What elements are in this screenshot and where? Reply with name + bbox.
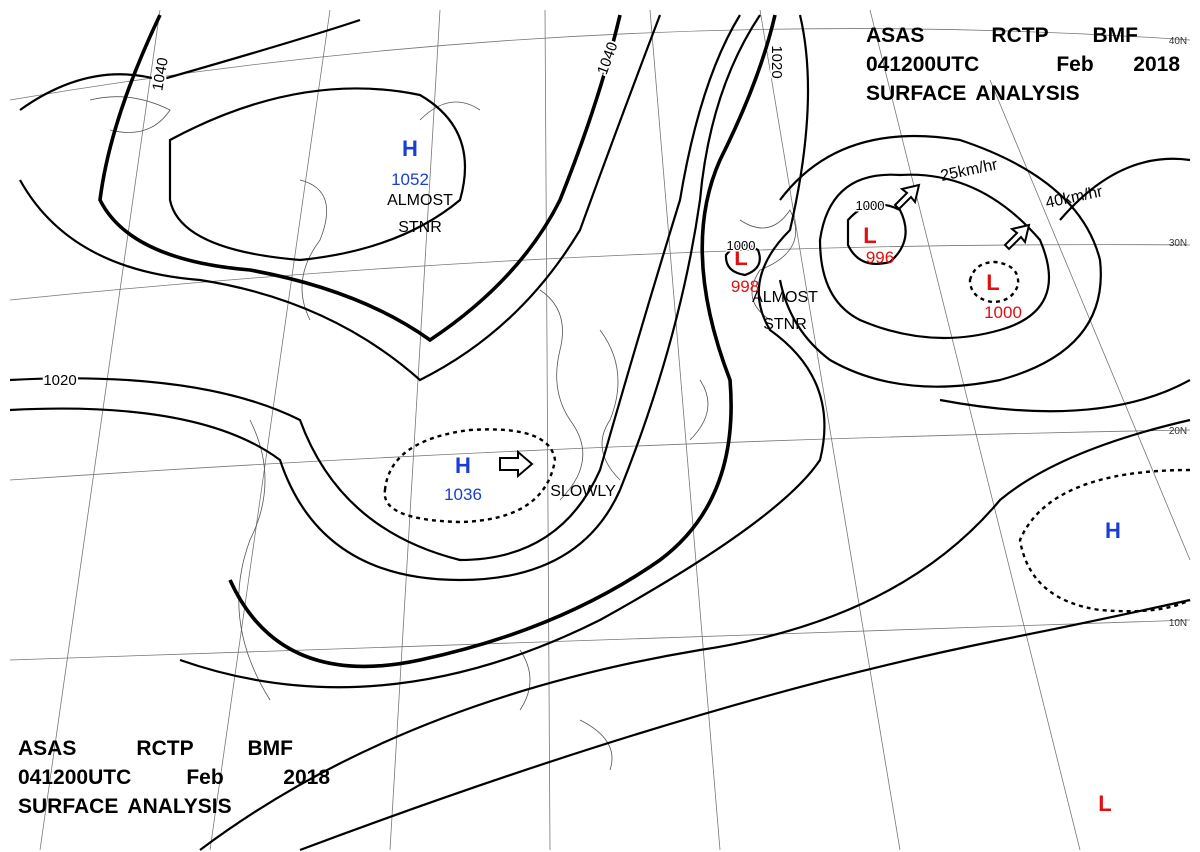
header-text: ASAS: [18, 737, 76, 760]
header-text: SURFACE ANALYSIS: [18, 795, 232, 818]
movement-speed: SLOWLY: [550, 483, 616, 500]
latitude-label: 40N: [1169, 36, 1187, 47]
header-text: RCTP: [991, 24, 1048, 47]
pressure-symbol: H: [1105, 518, 1121, 543]
latitude-label: 20N: [1169, 426, 1187, 437]
pressure-value: 996: [866, 248, 894, 267]
movement-note: ALMOST: [752, 289, 818, 306]
header-text: Feb: [1056, 53, 1093, 76]
graticule: [9, 9, 1191, 851]
header-text: RCTP: [136, 737, 193, 760]
header-text: BMF: [248, 737, 294, 760]
pressure-symbol: L: [863, 223, 876, 248]
pressure-symbol: L: [734, 245, 747, 270]
pressure-symbol: H: [455, 453, 471, 478]
header-text: ASAS: [866, 24, 924, 47]
isobar-label: 1020: [768, 45, 785, 78]
pressure-symbol: L: [1098, 791, 1111, 816]
header-text: 041200UTC: [18, 766, 131, 789]
pressure-symbol: H: [402, 136, 418, 161]
pressure-value: 1052: [391, 170, 429, 189]
isobars: [9, 14, 1191, 852]
header-text: BMF: [1093, 24, 1139, 47]
latitude-label: 30N: [1169, 238, 1187, 249]
movement-note: ALMOST: [387, 192, 453, 209]
isobar-label: 1000: [727, 238, 756, 253]
movement-note: STNR: [398, 219, 442, 236]
header-text: 2018: [1133, 53, 1180, 76]
header-text: Feb: [186, 766, 223, 789]
header-text: 2018: [283, 766, 330, 789]
pressure-value: 1000: [984, 303, 1022, 322]
isobar-label: 1000: [856, 198, 885, 213]
movement-note: STNR: [763, 316, 807, 333]
pressure-value: 1036: [444, 485, 482, 504]
latitude-label: 10N: [1169, 618, 1187, 629]
labels: ASAS RCTP BMF 041200UTC Feb 2018 SURFACE ANALY…: [18, 24, 1187, 818]
motion-arrows: [499, 183, 1031, 479]
isobar-label: 1020: [43, 372, 76, 389]
header-text: SURFACE ANALYSIS: [866, 82, 1080, 105]
header-text: 041200UTC: [866, 53, 979, 76]
pressure-value: 998: [731, 277, 759, 296]
pressure-symbol: L: [986, 270, 999, 295]
